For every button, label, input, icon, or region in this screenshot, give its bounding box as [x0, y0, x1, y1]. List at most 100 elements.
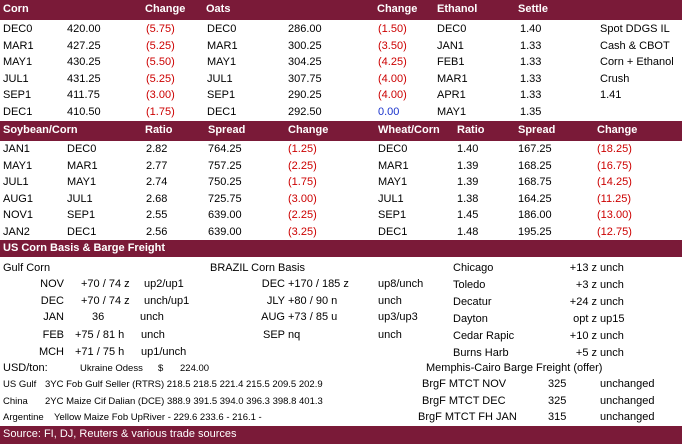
col-oats: Oats — [206, 3, 231, 15]
gulf-change: up1/unch — [141, 346, 187, 358]
ethanol-month: JAN1 — [437, 39, 464, 52]
city-name: Dayton — [453, 313, 488, 325]
city-value: +5 z — [575, 347, 597, 359]
oats-price: 300.25 — [288, 39, 322, 52]
usd-ton-label: USD/ton: — [3, 362, 48, 374]
soy-change: (3.25) — [288, 225, 317, 238]
corn-price: 411.75 — [67, 89, 100, 101]
barge-change: unchanged — [600, 378, 655, 390]
gulf-change: unch — [140, 311, 164, 323]
memphis-title: Memphis-Cairo Barge Freight (offer) — [426, 362, 603, 374]
header-row-2: Soybean/Corn Ratio Spread Change Wheat/C… — [0, 121, 682, 141]
corn-month: MAY1 — [3, 56, 33, 68]
wheat-ratio: 1.48 — [457, 225, 479, 238]
soy-month-a: JUL1 — [3, 176, 29, 188]
col-change-3: Change — [597, 124, 638, 136]
wheat-month: DEC0 — [378, 143, 408, 155]
oats-price: 292.50 — [288, 105, 322, 118]
city-change: unch — [600, 279, 624, 291]
corn-month: SEP1 — [3, 89, 32, 101]
soy-month-b: MAR1 — [67, 159, 98, 172]
soy-month-b: DEC0 — [67, 143, 97, 155]
brazil-change: up8/unch — [378, 278, 424, 290]
soy-month-b: SEP1 — [67, 209, 96, 221]
brazil-month: DEC — [261, 278, 285, 290]
soy-change: (3.00) — [288, 192, 317, 205]
soy-ratio: 2.77 — [146, 159, 168, 172]
oats-month: MAR1 — [207, 39, 238, 52]
soy-ratio: 2.74 — [146, 176, 168, 188]
wheat-change: (11.25) — [597, 192, 632, 205]
city-name: Toledo — [453, 279, 486, 291]
city-change: unch — [600, 347, 624, 359]
barge-label: BrgF MTCT DEC — [422, 394, 506, 407]
ddgs-label: Spot DDGS IL — [600, 23, 670, 35]
source-footer: Source: FI, DJ, Reuters & various trade … — [0, 426, 682, 444]
wheat-spread: 195.25 — [518, 225, 552, 238]
brazil-value: nq — [288, 329, 301, 341]
corn-price: 427.25 — [67, 39, 101, 52]
col-settle: Settle — [518, 3, 548, 15]
corn-change: (3.00) — [146, 89, 175, 101]
wheat-ratio: 1.40 — [457, 143, 479, 155]
wheat-spread: 186.00 — [518, 209, 552, 221]
brazil-change: unch — [378, 329, 402, 341]
barge-label: BrgF MTCT NOV — [422, 378, 507, 390]
oats-price: 286.00 — [288, 23, 322, 35]
city-value: +13 z — [569, 262, 597, 274]
brazil-month: SEP — [262, 329, 285, 341]
ukraine-currency: $ — [158, 363, 164, 374]
soy-spread: 639.00 — [208, 209, 242, 221]
corn-price: 430.25 — [67, 56, 101, 68]
corn-month: JUL1 — [3, 72, 29, 85]
gulf-value: +70 / 74 z — [81, 295, 130, 307]
city-value: +3 z — [575, 279, 597, 291]
soy-month-a: AUG1 — [3, 192, 33, 205]
gulf-month: JAN — [43, 311, 64, 323]
corn-month: MAR1 — [3, 39, 34, 52]
gulf-month: FEB — [42, 329, 64, 341]
brazil-value: +80 / 90 n — [288, 295, 338, 307]
soy-spread: 750.25 — [208, 176, 242, 188]
corn-change: (5.50) — [146, 56, 175, 68]
oats-month: SEP1 — [207, 89, 236, 101]
export-desc: 3YC Fob Gulf Seller (RTRS) 218.5 218.5 2… — [45, 379, 323, 390]
barge-value: 315 — [548, 411, 567, 423]
wheat-month: MAY1 — [378, 176, 408, 188]
city-name: Cedar Rapic — [453, 330, 515, 342]
city-change: unch — [600, 296, 624, 308]
ddgs-label: Crush — [600, 72, 630, 85]
barge-value: 325 — [548, 378, 567, 390]
corn-month: DEC0 — [3, 23, 33, 35]
col-change-2: Change — [288, 124, 329, 136]
soy-month-b: MAY1 — [67, 176, 97, 188]
ethanol-month: MAY1 — [437, 105, 467, 118]
gulf-value: +75 / 81 h — [75, 329, 125, 341]
brazil-month: AUG — [261, 311, 285, 323]
wheat-change: (14.25) — [597, 176, 632, 188]
soy-month-a: NOV1 — [3, 209, 33, 221]
barge-label: BrgF MTCT FH JAN — [418, 411, 517, 423]
oats-change: 0.00 — [378, 105, 400, 118]
oats-price: 290.25 — [288, 89, 322, 101]
ethanol-settle: 1.35 — [520, 105, 542, 118]
col-change: Change — [145, 3, 186, 15]
barge-value: 325 — [548, 394, 567, 407]
wheat-change: (13.00) — [597, 209, 632, 221]
corn-change: (5.75) — [146, 23, 175, 35]
ddgs-label: Cash & CBOT — [600, 39, 670, 52]
soy-month-a: JAN1 — [3, 143, 30, 155]
soy-month-a: JAN2 — [3, 225, 30, 238]
ethanol-month: APR1 — [437, 89, 466, 101]
city-name: Burns Harb — [453, 347, 509, 359]
gulf-change: unch — [141, 329, 165, 341]
export-origin: Argentine — [3, 412, 44, 423]
gulf-month: DEC — [40, 295, 64, 307]
wheat-change: (18.25) — [597, 143, 632, 155]
wheat-change: (12.75) — [597, 225, 632, 238]
ethanol-settle: 1.33 — [520, 56, 542, 68]
wheat-ratio: 1.45 — [457, 209, 479, 221]
brazil-value: +170 / 185 z — [288, 278, 349, 290]
oats-change: (4.00) — [378, 72, 407, 85]
barge-change: unchanged — [600, 394, 655, 407]
